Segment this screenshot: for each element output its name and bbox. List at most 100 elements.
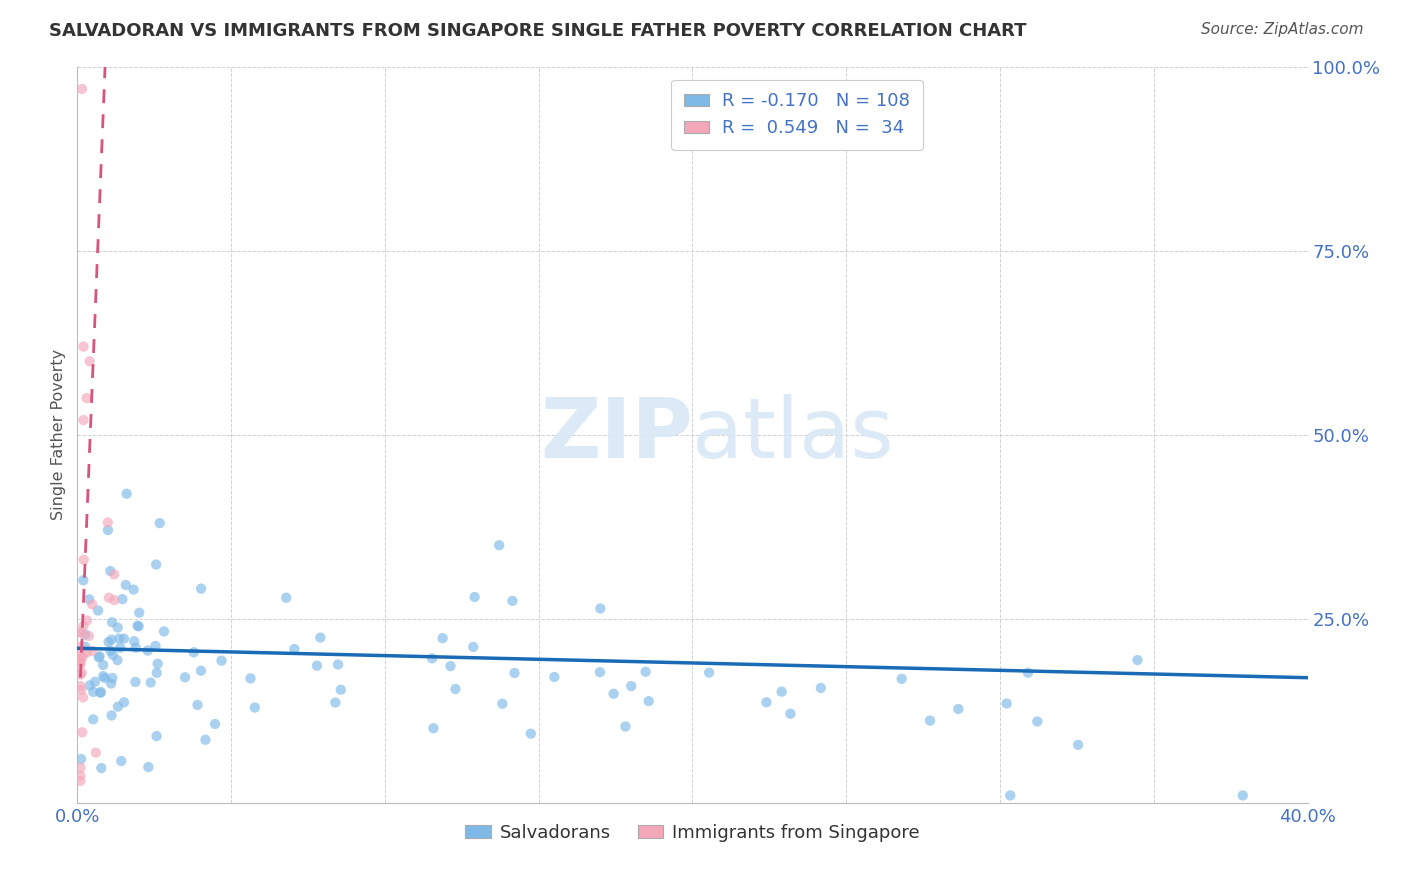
Point [463,640,485,654]
Point [107,621,129,635]
Point [1017,665,1039,680]
Point [69,774,91,789]
Point [84,674,107,689]
Point [82,597,104,611]
Point [72,649,94,664]
Point [153,624,176,639]
Point [90,685,112,699]
Point [103,567,125,582]
Point [79,678,101,692]
Point [90,761,112,775]
Text: atlas: atlas [693,394,894,475]
Point [77,629,100,643]
Point [283,642,305,657]
Point [128,619,150,633]
Point [94,671,117,685]
Point [125,640,148,655]
Point [70,752,93,766]
Point [589,601,612,615]
Point [91,658,114,673]
Point [100,632,122,647]
Point [183,645,205,659]
Point [810,681,832,695]
Point [122,634,145,648]
Point [276,591,298,605]
Point [114,578,136,592]
Point [243,700,266,714]
Point [503,665,526,680]
Text: Source: ZipAtlas.com: Source: ZipAtlas.com [1201,22,1364,37]
Point [70,82,93,96]
Point [69,640,91,654]
Point [72,340,94,354]
Point [779,706,801,721]
Point [543,670,565,684]
Point [146,657,169,671]
Point [70,665,93,680]
Point [620,679,643,693]
Point [82,685,104,699]
Point [145,639,167,653]
Point [127,618,149,632]
Point [101,671,124,685]
Point [128,606,150,620]
Point [136,643,159,657]
Point [77,592,100,607]
Point [697,665,720,680]
Point [239,672,262,686]
Point [69,656,91,670]
Point [108,632,131,646]
Point [948,702,970,716]
Point [149,516,172,530]
Point [73,552,96,566]
Legend: Salvadorans, Immigrants from Singapore: Salvadorans, Immigrants from Singapore [458,816,927,849]
Point [101,615,124,630]
Point [589,665,612,680]
Point [89,686,111,700]
Point [69,653,91,667]
Point [1026,714,1049,729]
Point [97,635,120,649]
Point [103,593,125,607]
Point [124,675,146,690]
Point [194,732,217,747]
Point [69,648,91,663]
Point [70,683,93,698]
Point [70,626,93,640]
Point [501,594,523,608]
Point [1067,738,1090,752]
Point [145,665,167,680]
Point [211,654,233,668]
Point [69,761,91,775]
Point [1000,789,1022,803]
Point [69,769,91,783]
Point [72,574,94,588]
Point [101,648,124,662]
Point [918,714,941,728]
Point [488,538,510,552]
Text: ZIP: ZIP [540,394,693,475]
Point [755,695,778,709]
Point [174,670,197,684]
Point [204,717,226,731]
Point [139,675,162,690]
Point [72,413,94,427]
Point [520,726,543,740]
Point [309,631,332,645]
Y-axis label: Single Father Poverty: Single Father Poverty [51,350,66,520]
Point [122,582,145,597]
Point [82,644,104,658]
Point [1232,789,1254,803]
Point [329,682,352,697]
Point [69,625,91,640]
Text: SALVADORAN VS IMMIGRANTS FROM SINGAPORE SINGLE FATHER POVERTY CORRELATION CHART: SALVADORAN VS IMMIGRANTS FROM SINGAPORE … [49,22,1026,40]
Point [89,649,111,664]
Point [75,646,97,660]
Point [138,760,160,774]
Point [73,640,96,654]
Point [326,657,349,672]
Point [70,725,93,739]
Point [100,708,122,723]
Point [98,564,121,578]
Point [91,669,114,683]
